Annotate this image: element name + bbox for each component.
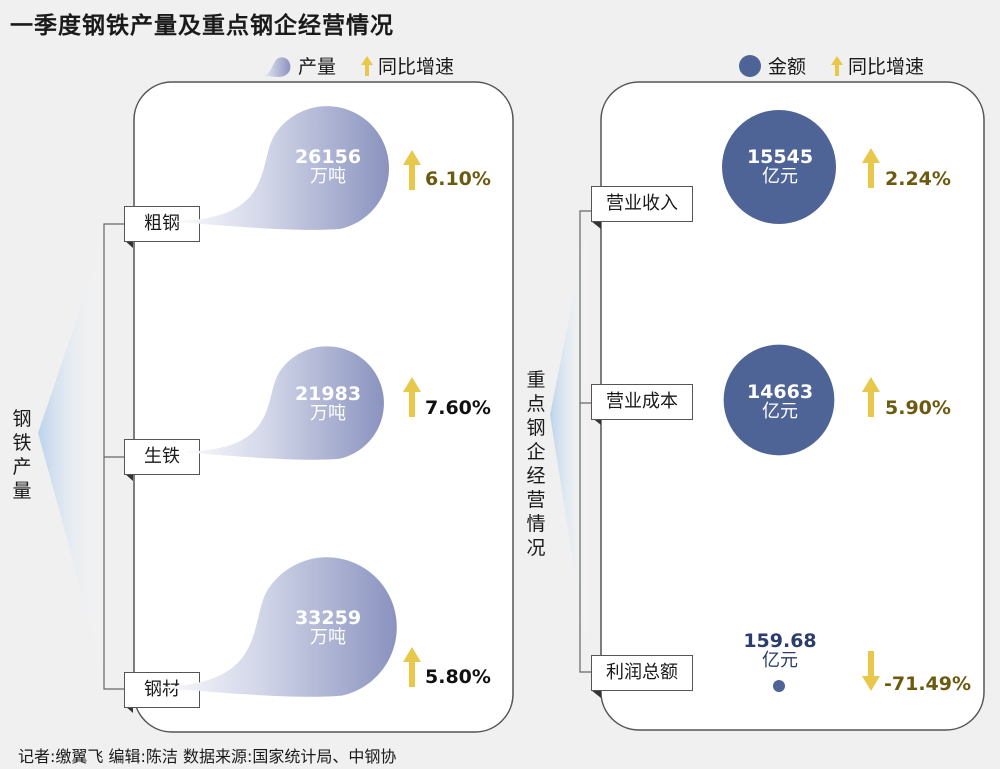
category-crude-steel: 粗钢 xyxy=(124,206,200,242)
growth-profit: -71.49% xyxy=(884,673,972,695)
amount-circle-icon xyxy=(739,54,761,77)
up-arrow-icon xyxy=(403,150,421,190)
up-arrow-icon xyxy=(403,647,421,687)
right-bracket xyxy=(579,210,591,673)
amount-value-profit: 159.68 亿元 xyxy=(742,630,818,671)
up-arrow-icon xyxy=(862,377,880,417)
value-number: 14663 xyxy=(746,381,814,403)
left-bracket xyxy=(103,223,124,690)
value-number: 15545 xyxy=(746,146,814,168)
category-pig-iron: 生铁 xyxy=(124,439,200,475)
blob-pig-iron xyxy=(174,346,384,460)
circle-revenue xyxy=(722,110,836,224)
page-title: 一季度钢铁产量及重点钢企经营情况 xyxy=(10,13,394,39)
category-profit: 利润总额 xyxy=(591,655,693,691)
left-fan xyxy=(38,228,108,688)
blob-crude-steel xyxy=(163,106,389,230)
amount-value-cost: 14663 亿元 xyxy=(742,381,818,422)
production-value-crude-steel: 26156 万吨 xyxy=(290,146,366,187)
growth-pig-iron: 7.60% xyxy=(425,397,491,419)
value-unit: 万吨 xyxy=(310,627,346,648)
value-unit: 亿元 xyxy=(762,401,798,422)
value-unit: 万吨 xyxy=(310,166,346,187)
up-arrow-icon xyxy=(361,55,374,76)
up-arrow-icon xyxy=(862,148,880,188)
up-arrow-icon xyxy=(831,55,844,76)
circle-cost xyxy=(723,344,835,456)
value-unit: 亿元 xyxy=(762,166,798,187)
growth-revenue: 2.24% xyxy=(885,168,951,190)
value-unit: 亿元 xyxy=(762,650,798,671)
footer-credits: 记者:缴翼飞 编辑:陈洁 数据来源:国家统计局、中钢协 xyxy=(18,747,397,766)
legend-production: 产量 同比增速 xyxy=(262,52,454,79)
blob-steel-products xyxy=(148,557,397,697)
value-number: 26156 xyxy=(294,146,362,168)
circle-profit xyxy=(773,680,785,692)
legend-growth-label: 同比增速 xyxy=(378,56,455,78)
legend-amount: 金额 同比增速 xyxy=(738,52,924,79)
amount-value-revenue: 15545 亿元 xyxy=(742,146,818,187)
category-revenue: 营业收入 xyxy=(591,186,693,222)
legend-value-label: 产量 xyxy=(298,56,337,78)
category-cost: 营业成本 xyxy=(591,384,693,420)
growth-cost: 5.90% xyxy=(885,397,951,419)
group-label-production: 钢铁产量 xyxy=(12,408,32,502)
legend-value-label: 金额 xyxy=(768,56,807,78)
down-arrow-icon xyxy=(862,651,880,691)
production-blob-icon xyxy=(264,56,291,77)
value-unit: 万吨 xyxy=(310,403,346,424)
value-number: 21983 xyxy=(294,383,362,405)
production-value-pig-iron: 21983 万吨 xyxy=(290,383,366,424)
value-number: 33259 xyxy=(294,607,362,629)
growth-steel-products: 5.80% xyxy=(425,666,491,688)
group-label-operations: 重点钢企经营情况 xyxy=(526,369,546,559)
legend-growth-label: 同比增速 xyxy=(848,56,925,78)
growth-crude-steel: 6.10% xyxy=(425,168,491,190)
value-number: 159.68 xyxy=(743,630,817,652)
production-value-steel-products: 33259 万吨 xyxy=(290,607,366,648)
up-arrow-icon xyxy=(403,377,421,417)
